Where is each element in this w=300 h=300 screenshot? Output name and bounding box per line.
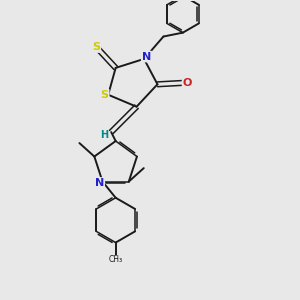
Text: N: N	[95, 178, 104, 188]
Text: S: S	[100, 90, 109, 100]
Text: S: S	[92, 42, 100, 52]
Text: CH₃: CH₃	[109, 255, 123, 264]
Text: N: N	[142, 52, 151, 61]
Text: O: O	[183, 78, 192, 88]
Text: H: H	[100, 130, 108, 140]
